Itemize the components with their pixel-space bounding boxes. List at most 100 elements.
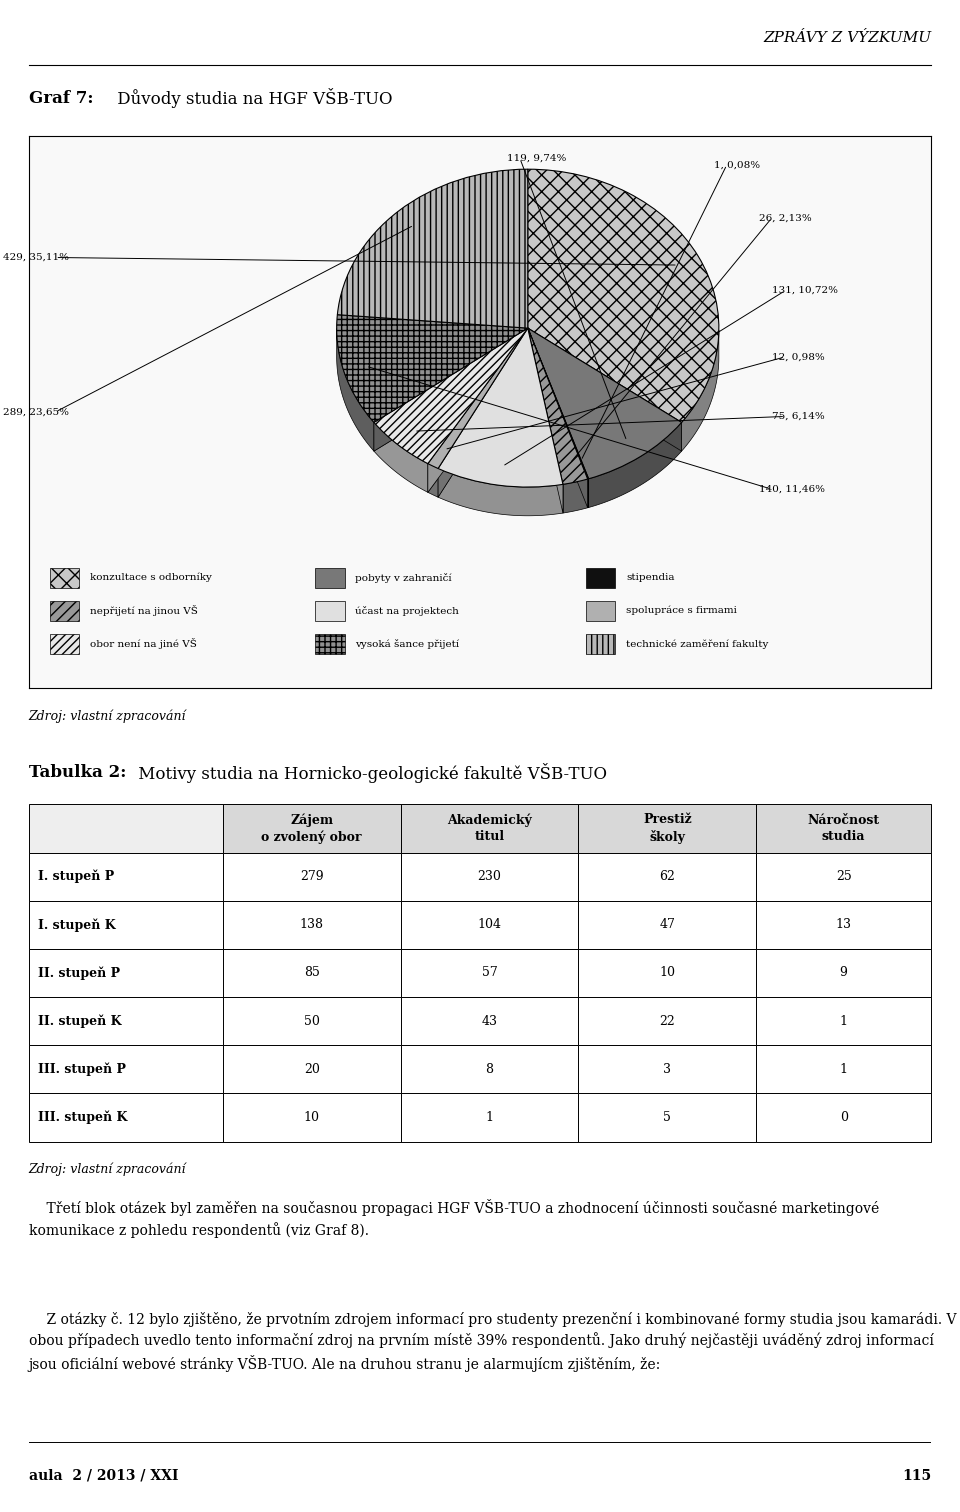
Wedge shape (337, 169, 528, 328)
Text: 13: 13 (835, 918, 852, 931)
Text: Zdroj: vlastní zpracování: Zdroj: vlastní zpracování (29, 1163, 186, 1176)
Text: 62: 62 (660, 869, 675, 883)
Text: Graf 7:: Graf 7: (29, 89, 93, 107)
Wedge shape (528, 328, 588, 479)
Text: 1: 1 (486, 1111, 493, 1123)
Text: konzultace s odborníky: konzultace s odborníky (90, 573, 212, 582)
Text: 57: 57 (482, 966, 497, 980)
Bar (29, 901, 223, 950)
Text: 429, 35,11%: 429, 35,11% (3, 253, 68, 262)
Bar (578, 1045, 756, 1093)
Text: Zájem
o zvolený obor: Zájem o zvolený obor (261, 813, 362, 844)
Text: 1: 1 (840, 1015, 848, 1028)
Bar (756, 804, 931, 853)
Bar (587, 634, 615, 653)
Text: 5: 5 (663, 1111, 671, 1123)
Polygon shape (528, 328, 682, 451)
Text: 279: 279 (300, 869, 324, 883)
Polygon shape (528, 328, 588, 508)
Text: I. stupeň K: I. stupeň K (37, 918, 115, 931)
Text: Zdroj: vlastní zpracování: Zdroj: vlastní zpracování (29, 709, 186, 723)
Bar (50, 634, 80, 653)
Bar (29, 853, 223, 901)
Text: účast na projektech: účast na projektech (355, 606, 459, 615)
Bar (400, 804, 578, 853)
Polygon shape (588, 422, 682, 508)
Text: 12, 0,98%: 12, 0,98% (772, 352, 825, 361)
Text: 140, 11,46%: 140, 11,46% (758, 485, 825, 494)
Bar (223, 901, 400, 950)
Text: 10: 10 (303, 1111, 320, 1123)
Text: 138: 138 (300, 918, 324, 931)
Polygon shape (438, 328, 528, 497)
Text: nepřijetí na jinou VŠ: nepřijetí na jinou VŠ (90, 605, 198, 617)
Text: 25: 25 (836, 869, 852, 883)
Bar (316, 567, 345, 588)
Text: Akademický
titul: Akademický titul (447, 813, 532, 844)
Text: obor není na jiné VŠ: obor není na jiné VŠ (90, 638, 197, 649)
Bar (756, 901, 931, 950)
Polygon shape (528, 328, 563, 513)
Bar (29, 996, 223, 1045)
Polygon shape (528, 328, 563, 513)
Polygon shape (682, 330, 719, 451)
Bar (223, 804, 400, 853)
Text: 1: 1 (840, 1063, 848, 1077)
Text: 230: 230 (477, 869, 501, 883)
Text: Z otázky č. 12 bylo zjištěno, že prvotním zdrojem informací pro studenty prezenč: Z otázky č. 12 bylo zjištěno, že prvotní… (29, 1311, 956, 1371)
Bar (316, 634, 345, 653)
Bar (578, 853, 756, 901)
Polygon shape (374, 422, 428, 493)
Bar (223, 1045, 400, 1093)
Polygon shape (428, 464, 438, 497)
Text: Tabulka 2:: Tabulka 2: (29, 764, 126, 782)
Text: 47: 47 (660, 918, 675, 931)
Text: 10: 10 (660, 966, 675, 980)
Polygon shape (528, 328, 588, 508)
Text: 119, 9,74%: 119, 9,74% (507, 154, 565, 163)
Bar (578, 996, 756, 1045)
Polygon shape (374, 328, 528, 451)
Bar (400, 901, 578, 950)
Text: 115: 115 (902, 1468, 931, 1483)
Text: 22: 22 (660, 1015, 675, 1028)
Text: 0: 0 (840, 1111, 848, 1123)
Text: 1, 0,08%: 1, 0,08% (713, 160, 759, 169)
Bar (400, 853, 578, 901)
Text: Důvody studia na HGF VŠB-TUO: Důvody studia na HGF VŠB-TUO (111, 88, 393, 109)
Bar (223, 996, 400, 1045)
Text: I. stupeň P: I. stupeň P (37, 869, 114, 883)
Bar (756, 950, 931, 996)
Text: 289, 23,65%: 289, 23,65% (3, 408, 68, 416)
Text: III. stupeň P: III. stupeň P (37, 1063, 126, 1077)
Text: 104: 104 (477, 918, 501, 931)
Text: Prestiž
školy: Prestiž školy (643, 813, 691, 844)
Wedge shape (528, 169, 719, 422)
Bar (578, 804, 756, 853)
Text: aula  2 / 2013 / XXI: aula 2 / 2013 / XXI (29, 1468, 179, 1483)
Bar (400, 950, 578, 996)
Text: 85: 85 (303, 966, 320, 980)
Text: 8: 8 (486, 1063, 493, 1077)
Bar (29, 804, 223, 853)
Bar (29, 1093, 223, 1142)
Bar (756, 853, 931, 901)
Text: 43: 43 (482, 1015, 497, 1028)
Bar (400, 1093, 578, 1142)
Text: 20: 20 (303, 1063, 320, 1077)
Polygon shape (528, 328, 588, 508)
Text: 9: 9 (840, 966, 848, 980)
Text: 50: 50 (303, 1015, 320, 1028)
Text: pobyty v zahraničí: pobyty v zahraničí (355, 573, 452, 582)
Wedge shape (428, 328, 528, 469)
Text: Náročnost
studia: Náročnost studia (807, 813, 879, 844)
Polygon shape (428, 328, 528, 493)
Bar (756, 1045, 931, 1093)
Polygon shape (438, 328, 528, 497)
Polygon shape (438, 469, 563, 516)
Bar (578, 1093, 756, 1142)
Text: 26, 2,13%: 26, 2,13% (758, 213, 811, 222)
Bar (400, 996, 578, 1045)
Text: stipendia: stipendia (626, 573, 675, 582)
Text: III. stupeň K: III. stupeň K (37, 1111, 127, 1125)
